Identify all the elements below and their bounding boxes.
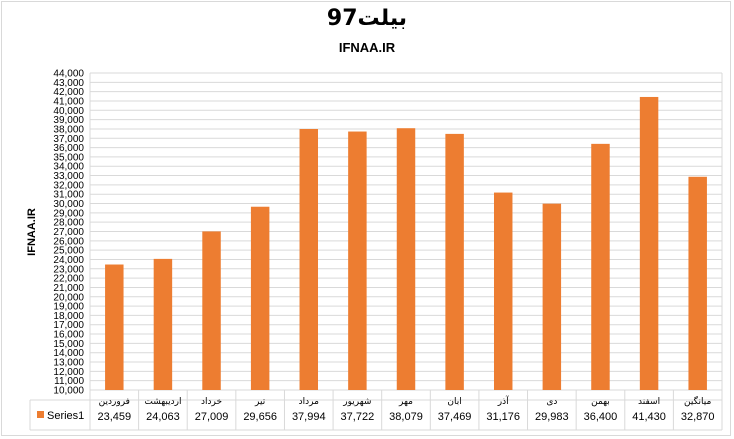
y-tick-label: 20,000 <box>53 292 84 303</box>
x-tick-label: شهریور <box>342 397 371 407</box>
y-tick-label: 30,000 <box>53 199 84 210</box>
data-label: 23,459 <box>97 411 131 423</box>
x-tick-label: ابان <box>447 397 461 407</box>
data-label: 32,870 <box>681 411 715 423</box>
bar <box>153 258 173 390</box>
y-tick-label: 24,000 <box>53 255 84 266</box>
y-tick-label: 39,000 <box>53 115 84 126</box>
y-tick-label: 33,000 <box>53 171 84 182</box>
y-tick-label: 25,000 <box>53 246 84 257</box>
data-label: 29,656 <box>243 411 277 423</box>
y-tick-label: 44,000 <box>53 69 84 80</box>
y-tick-label: 18,000 <box>53 311 84 322</box>
bar <box>105 264 124 390</box>
y-tick-label: 15,000 <box>53 339 84 350</box>
y-tick-label: 16,000 <box>53 330 84 341</box>
bar <box>639 96 659 390</box>
bar <box>591 143 610 390</box>
y-tick-label: 19,000 <box>53 302 84 313</box>
y-tick-label: 41,000 <box>53 96 84 107</box>
y-tick-label: 40,000 <box>53 106 84 117</box>
y-tick-label: 17,000 <box>53 320 84 331</box>
x-tick-label: تیر <box>254 397 266 407</box>
data-label: 37,994 <box>292 411 326 423</box>
data-label: 29,983 <box>535 411 569 423</box>
bar <box>396 128 416 390</box>
y-tick-label: 32,000 <box>53 180 84 191</box>
x-tick-label: اردیبهشت <box>144 397 181 407</box>
bar <box>688 176 707 390</box>
data-label: 37,722 <box>341 411 375 423</box>
bar <box>493 192 513 390</box>
y-tick-label: 21,000 <box>53 283 84 294</box>
x-tick-label: فروردین <box>99 397 130 407</box>
x-tick-label: میانگین <box>684 395 712 407</box>
x-tick-label: اسفند <box>638 397 660 407</box>
bar <box>445 133 464 390</box>
chart-title: بیلت97 <box>326 6 408 31</box>
y-tick-label: 12,000 <box>53 367 84 378</box>
legend-key <box>37 411 44 418</box>
bar <box>542 203 562 390</box>
data-label: 37,469 <box>438 411 472 423</box>
y-tick-label: 11,000 <box>54 376 84 387</box>
x-tick-label: خرداد <box>201 397 222 407</box>
y-tick-label: 13,000 <box>53 358 84 369</box>
y-tick-label: 29,000 <box>53 208 84 219</box>
bar <box>348 131 367 390</box>
x-tick-label: آذر <box>497 395 509 407</box>
data-label: 24,063 <box>146 411 180 423</box>
data-label: 41,430 <box>632 411 666 423</box>
bar <box>250 206 270 390</box>
y-tick-label: 42,000 <box>53 87 84 98</box>
y-tick-label: 36,000 <box>53 143 84 154</box>
y-tick-label: 10,000 <box>53 386 84 397</box>
x-tick-label: مهر <box>398 397 413 407</box>
y-tick-label: 31,000 <box>53 190 84 201</box>
legend-series-name: Series1 <box>47 410 84 422</box>
y-tick-label: 34,000 <box>53 162 84 173</box>
data-label: 31,176 <box>486 411 520 423</box>
bar <box>299 128 319 390</box>
y-tick-label: 23,000 <box>53 264 84 275</box>
y-tick-label: 37,000 <box>53 134 84 145</box>
y-tick-label: 14,000 <box>53 348 84 359</box>
y-tick-label: 38,000 <box>53 124 84 135</box>
y-tick-label: 26,000 <box>53 236 84 247</box>
x-tick-label: مرداد <box>299 397 319 407</box>
y-tick-label: 27,000 <box>53 227 84 238</box>
data-label: 27,009 <box>195 411 229 423</box>
y-tick-label: 22,000 <box>53 274 84 285</box>
y-tick-label: 43,000 <box>53 78 84 89</box>
x-tick-label: دی <box>546 397 557 407</box>
y-tick-label: 35,000 <box>53 152 84 163</box>
bar <box>202 231 221 390</box>
x-tick-label: بهمن <box>591 397 610 407</box>
data-label: 38,079 <box>389 411 423 423</box>
y-tick-label: 28,000 <box>53 218 84 229</box>
data-label: 36,400 <box>584 411 618 423</box>
chart-subtitle: IFNAA.IR <box>338 40 396 55</box>
